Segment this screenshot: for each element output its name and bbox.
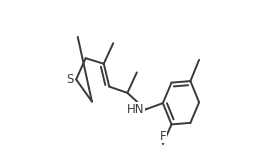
Text: F: F bbox=[160, 130, 166, 143]
Text: S: S bbox=[66, 73, 73, 86]
Text: HN: HN bbox=[127, 103, 144, 116]
